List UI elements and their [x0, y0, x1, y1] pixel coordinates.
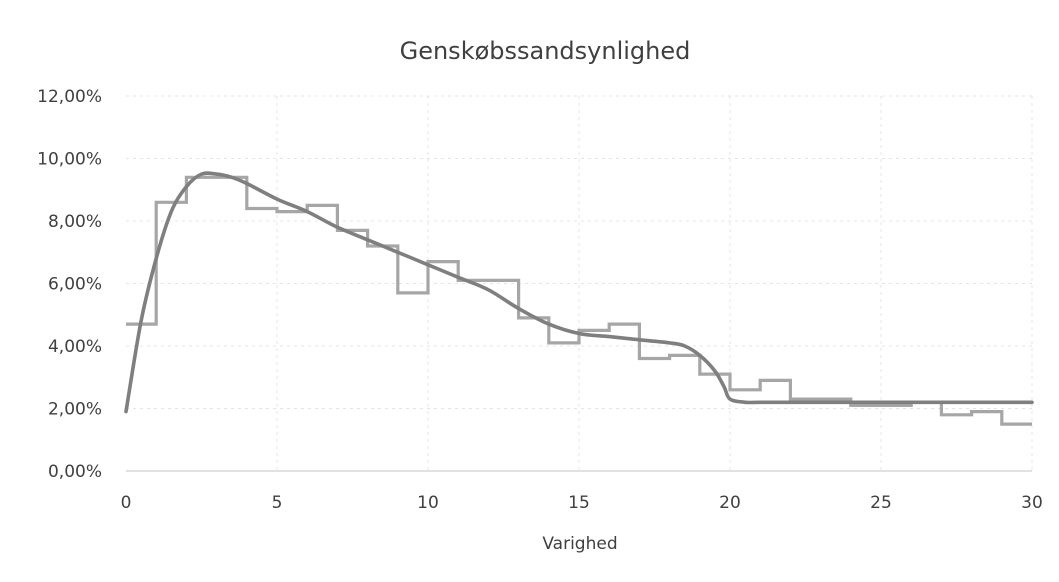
y-tick-label: 8,00% — [48, 212, 102, 232]
tick-labels: 0,00% 2,00% 4,00% 6,00% 8,00% 10,00% 12,00% 0 5 1… — [37, 87, 1043, 513]
y-tick-label: 12,00% — [37, 87, 102, 107]
step-series-line — [126, 175, 1032, 426]
chart-title: Genskøbssandsynlighed — [400, 37, 691, 65]
y-tick-label: 6,00% — [48, 275, 102, 295]
y-tick-label: 2,00% — [48, 400, 102, 420]
x-tick-label: 5 — [272, 493, 283, 513]
y-tick-label: 4,00% — [48, 337, 102, 357]
smooth-series-line — [124, 171, 1034, 414]
x-tick-label: 20 — [719, 493, 741, 513]
x-tick-label: 10 — [417, 493, 439, 513]
series-layer — [124, 171, 1034, 426]
x-tick-label: 15 — [568, 493, 590, 513]
y-tick-label: 0,00% — [48, 462, 102, 482]
y-tick-label: 10,00% — [37, 150, 102, 170]
x-tick-label: 0 — [121, 493, 132, 513]
x-axis-label: Varighed — [542, 534, 617, 554]
x-tick-label: 30 — [1021, 493, 1043, 513]
x-tick-label: 25 — [870, 493, 892, 513]
grid — [126, 95, 1033, 471]
